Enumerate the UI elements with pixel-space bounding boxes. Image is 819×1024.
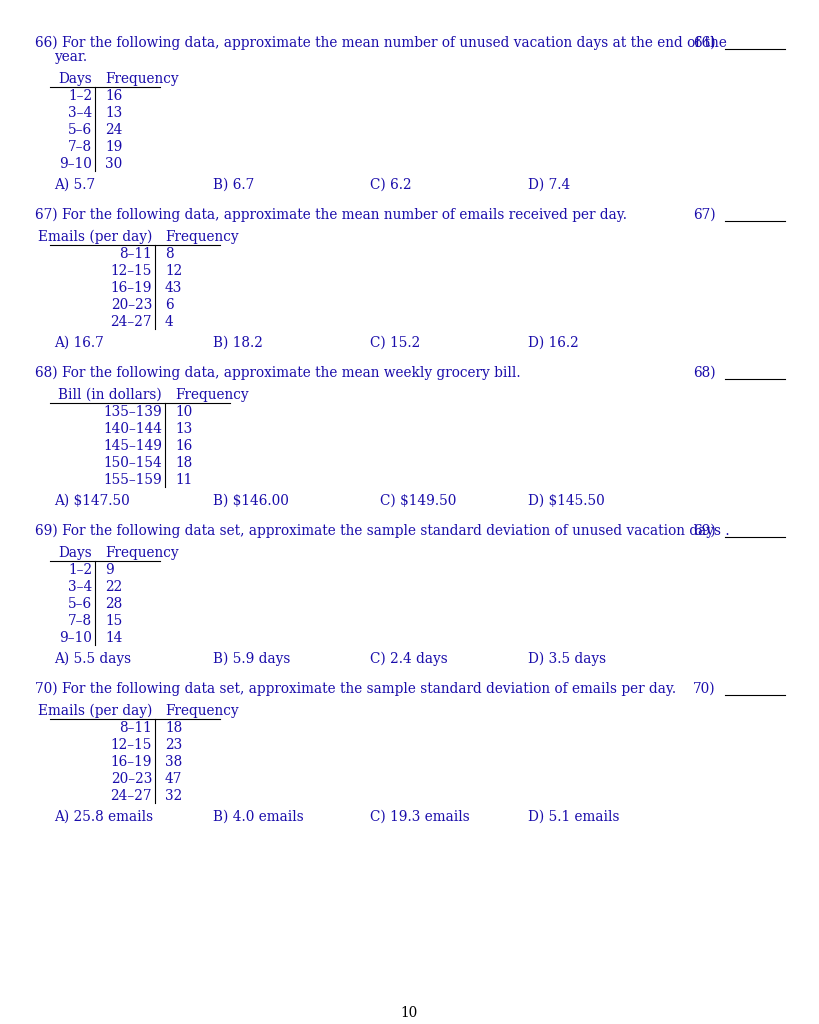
Text: 18: 18 bbox=[165, 721, 183, 735]
Text: 70) For the following data set, approximate the sample standard deviation of ema: 70) For the following data set, approxim… bbox=[35, 682, 676, 696]
Text: 16: 16 bbox=[175, 439, 192, 453]
Text: 7–8: 7–8 bbox=[68, 614, 92, 628]
Text: 135–139: 135–139 bbox=[103, 406, 162, 419]
Text: 10: 10 bbox=[400, 1006, 418, 1020]
Text: 150–154: 150–154 bbox=[103, 456, 162, 470]
Text: 19: 19 bbox=[105, 140, 122, 154]
Text: C) 15.2: C) 15.2 bbox=[370, 336, 420, 350]
Text: A) 16.7: A) 16.7 bbox=[54, 336, 104, 350]
Text: 9: 9 bbox=[105, 563, 114, 577]
Text: 24–27: 24–27 bbox=[111, 315, 152, 329]
Text: Days: Days bbox=[58, 546, 92, 560]
Text: 32: 32 bbox=[165, 790, 183, 803]
Text: B) 6.7: B) 6.7 bbox=[213, 178, 254, 193]
Text: 8–11: 8–11 bbox=[120, 721, 152, 735]
Text: Emails (per day): Emails (per day) bbox=[38, 230, 152, 245]
Text: 7–8: 7–8 bbox=[68, 140, 92, 154]
Text: 22: 22 bbox=[105, 580, 122, 594]
Text: C) 6.2: C) 6.2 bbox=[370, 178, 412, 193]
Text: 9–10: 9–10 bbox=[59, 631, 92, 645]
Text: A) $147.50: A) $147.50 bbox=[54, 494, 129, 508]
Text: 28: 28 bbox=[105, 597, 122, 611]
Text: Frequency: Frequency bbox=[105, 72, 179, 86]
Text: A) 25.8 emails: A) 25.8 emails bbox=[54, 810, 153, 824]
Text: Frequency: Frequency bbox=[165, 230, 238, 244]
Text: 15: 15 bbox=[105, 614, 122, 628]
Text: 14: 14 bbox=[105, 631, 122, 645]
Text: 1–2: 1–2 bbox=[68, 89, 92, 103]
Text: 13: 13 bbox=[105, 106, 122, 120]
Text: Bill (in dollars): Bill (in dollars) bbox=[58, 388, 162, 402]
Text: 12: 12 bbox=[165, 264, 183, 278]
Text: 67): 67) bbox=[693, 208, 716, 222]
Text: D) $145.50: D) $145.50 bbox=[528, 494, 604, 508]
Text: 23: 23 bbox=[165, 738, 183, 752]
Text: Frequency: Frequency bbox=[175, 388, 249, 402]
Text: 155–159: 155–159 bbox=[103, 473, 162, 487]
Text: 20–23: 20–23 bbox=[111, 298, 152, 312]
Text: 43: 43 bbox=[165, 281, 183, 295]
Text: D) 16.2: D) 16.2 bbox=[528, 336, 579, 350]
Text: 3–4: 3–4 bbox=[68, 106, 92, 120]
Text: Emails (per day): Emails (per day) bbox=[38, 705, 152, 719]
Text: 68): 68) bbox=[693, 366, 716, 380]
Text: Days: Days bbox=[58, 72, 92, 86]
Text: 3–4: 3–4 bbox=[68, 580, 92, 594]
Text: 1–2: 1–2 bbox=[68, 563, 92, 577]
Text: C) 2.4 days: C) 2.4 days bbox=[370, 652, 448, 667]
Text: Frequency: Frequency bbox=[165, 705, 238, 718]
Text: 16–19: 16–19 bbox=[111, 755, 152, 769]
Text: 20–23: 20–23 bbox=[111, 772, 152, 786]
Text: A) 5.5 days: A) 5.5 days bbox=[54, 652, 131, 667]
Text: 140–144: 140–144 bbox=[103, 422, 162, 436]
Text: 69): 69) bbox=[693, 524, 716, 538]
Text: C) $149.50: C) $149.50 bbox=[380, 494, 456, 508]
Text: 9–10: 9–10 bbox=[59, 157, 92, 171]
Text: 4: 4 bbox=[165, 315, 174, 329]
Text: 12–15: 12–15 bbox=[111, 738, 152, 752]
Text: 70): 70) bbox=[693, 682, 716, 696]
Text: 68) For the following data, approximate the mean weekly grocery bill.: 68) For the following data, approximate … bbox=[35, 366, 521, 380]
Text: 5–6: 5–6 bbox=[68, 123, 92, 137]
Text: 66) For the following data, approximate the mean number of unused vacation days : 66) For the following data, approximate … bbox=[35, 36, 727, 50]
Text: 8: 8 bbox=[165, 247, 174, 261]
Text: 67) For the following data, approximate the mean number of emails received per d: 67) For the following data, approximate … bbox=[35, 208, 627, 222]
Text: 11: 11 bbox=[175, 473, 192, 487]
Text: D) 3.5 days: D) 3.5 days bbox=[528, 652, 606, 667]
Text: Frequency: Frequency bbox=[105, 546, 179, 560]
Text: 13: 13 bbox=[175, 422, 192, 436]
Text: 30: 30 bbox=[105, 157, 122, 171]
Text: 66): 66) bbox=[693, 36, 716, 50]
Text: A) 5.7: A) 5.7 bbox=[54, 178, 95, 193]
Text: D) 5.1 emails: D) 5.1 emails bbox=[528, 810, 619, 824]
Text: 10: 10 bbox=[175, 406, 192, 419]
Text: 24–27: 24–27 bbox=[111, 790, 152, 803]
Text: 38: 38 bbox=[165, 755, 183, 769]
Text: C) 19.3 emails: C) 19.3 emails bbox=[370, 810, 470, 824]
Text: 6: 6 bbox=[165, 298, 174, 312]
Text: B) 18.2: B) 18.2 bbox=[213, 336, 263, 350]
Text: 16–19: 16–19 bbox=[111, 281, 152, 295]
Text: B) 5.9 days: B) 5.9 days bbox=[213, 652, 291, 667]
Text: 5–6: 5–6 bbox=[68, 597, 92, 611]
Text: 24: 24 bbox=[105, 123, 122, 137]
Text: year.: year. bbox=[55, 50, 88, 63]
Text: 69) For the following data set, approximate the sample standard deviation of unu: 69) For the following data set, approxim… bbox=[35, 524, 730, 539]
Text: 8–11: 8–11 bbox=[120, 247, 152, 261]
Text: D) 7.4: D) 7.4 bbox=[528, 178, 570, 193]
Text: 47: 47 bbox=[165, 772, 183, 786]
Text: 12–15: 12–15 bbox=[111, 264, 152, 278]
Text: 145–149: 145–149 bbox=[103, 439, 162, 453]
Text: B) 4.0 emails: B) 4.0 emails bbox=[213, 810, 304, 824]
Text: B) $146.00: B) $146.00 bbox=[213, 494, 289, 508]
Text: 16: 16 bbox=[105, 89, 122, 103]
Text: 18: 18 bbox=[175, 456, 192, 470]
